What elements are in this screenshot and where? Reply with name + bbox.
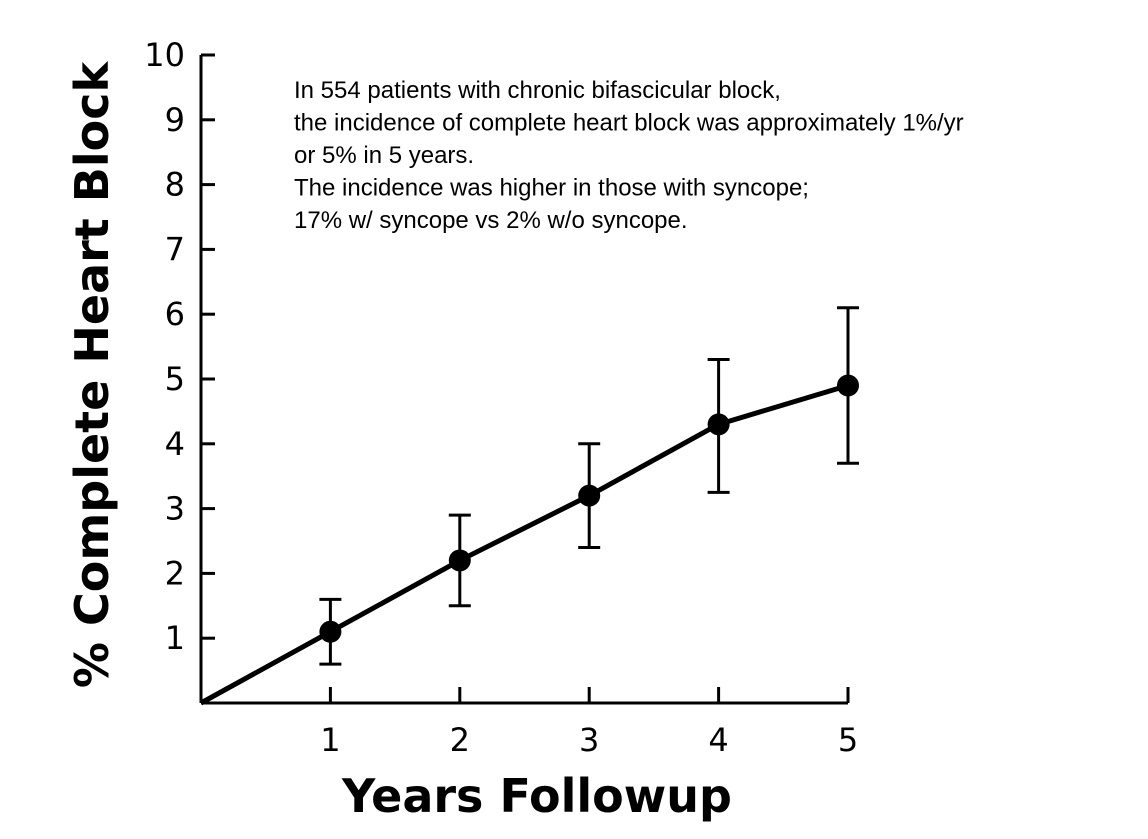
y-tick-label: 10 [144, 36, 185, 74]
y-axis-label: % Complete Heart Block [65, 60, 119, 688]
y-tick-label: 9 [165, 101, 185, 139]
ticks: 1 2 3 4 5 6 7 8 9 10 1 2 3 4 5 [144, 36, 858, 759]
data-point [707, 413, 730, 436]
annotation-line: The incidence was higher in those with s… [294, 175, 809, 202]
data-point [578, 484, 601, 507]
x-tick-label: 2 [450, 721, 470, 759]
data-point [448, 549, 471, 572]
x-tick-label: 5 [838, 721, 858, 759]
x-axis-label: Years Followup [341, 769, 732, 823]
y-tick-label: 3 [165, 490, 185, 528]
y-tick-label: 8 [165, 166, 185, 204]
data-point [837, 374, 859, 397]
y-tick-label: 1 [165, 619, 185, 657]
y-tick-label: 5 [165, 360, 185, 398]
annotation-line: 17% w/ syncope vs 2% w/o syncope. [294, 207, 688, 234]
series-line [199, 383, 849, 706]
x-tick-label: 3 [579, 721, 599, 759]
series [199, 306, 859, 706]
annotation-text: In 554 patients with chronic bifascicula… [294, 77, 964, 234]
y-tick-label: 7 [165, 230, 185, 268]
x-tick-label: 4 [708, 721, 728, 759]
y-tick-label: 6 [165, 295, 185, 333]
annotation-line: or 5% in 5 years. [294, 142, 474, 169]
y-tick-label: 2 [165, 554, 185, 592]
annotation-line: the incidence of complete heart block wa… [294, 110, 964, 137]
x-tick-label: 1 [320, 721, 340, 759]
annotation-line: In 554 patients with chronic bifascicula… [294, 77, 781, 104]
data-point [319, 620, 342, 643]
y-tick-label: 4 [165, 425, 185, 463]
